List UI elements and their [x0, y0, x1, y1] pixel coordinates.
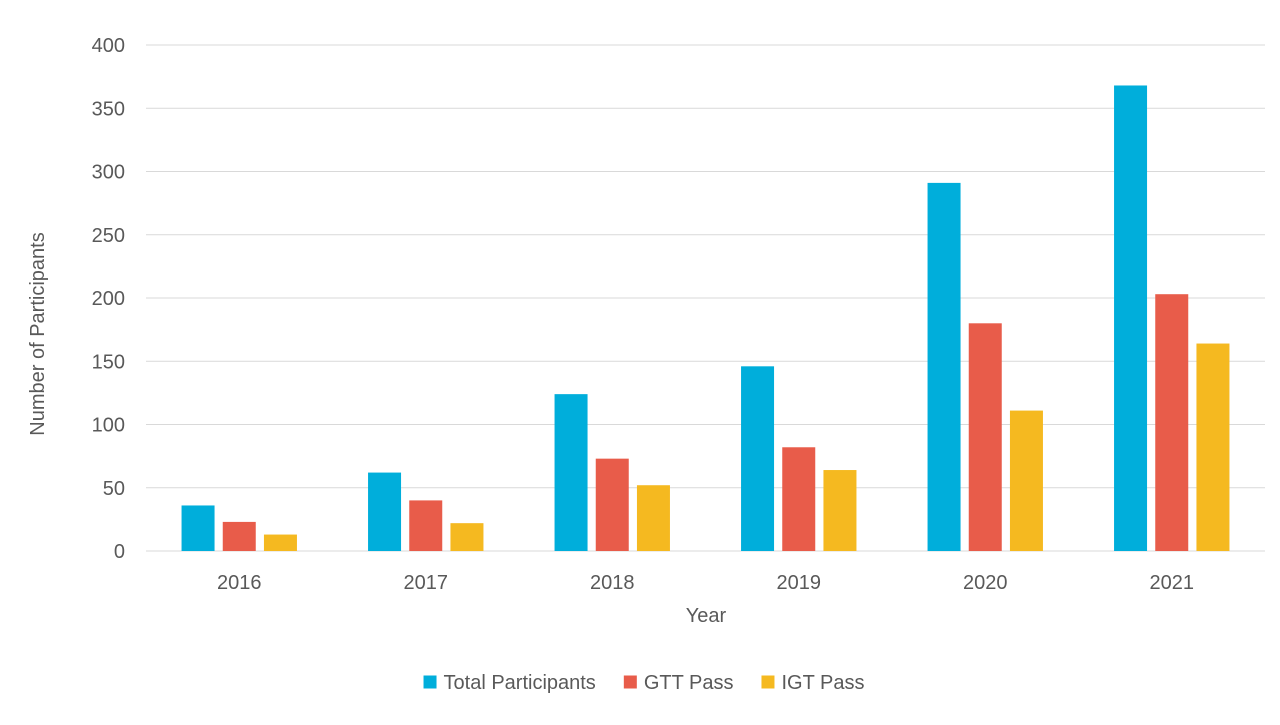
x-tick-label: 2020 — [963, 572, 1008, 594]
x-tick-label: 2019 — [777, 572, 822, 594]
legend-swatch-igt-pass — [761, 675, 775, 689]
legend-label-gtt-pass: GTT Pass — [644, 672, 734, 694]
y-axis-ticks: 0 50 100 150 200 250 300 350 400 — [92, 35, 125, 563]
bar-total-participants-2019 — [741, 366, 775, 551]
bar-igt-pass-2021 — [1196, 343, 1230, 551]
legend-label-total-participants: Total Participants — [444, 672, 596, 694]
bar-igt-pass-2017 — [450, 523, 484, 551]
y-tick-label: 150 — [92, 351, 125, 373]
bar-gtt-pass-2020 — [968, 323, 1002, 551]
gridlines — [146, 44, 1265, 552]
legend: Total Participants GTT Pass IGT Pass — [423, 672, 864, 694]
y-tick-label: 50 — [103, 478, 125, 500]
bar-total-participants-2021 — [1114, 85, 1148, 551]
bar-gtt-pass-2016 — [222, 521, 256, 551]
x-tick-label: 2021 — [1150, 572, 1195, 594]
y-tick-label: 250 — [92, 225, 125, 247]
x-tick-label: 2018 — [590, 572, 635, 594]
bar-igt-pass-2018 — [636, 485, 670, 551]
bar-igt-pass-2019 — [823, 470, 857, 551]
x-tick-label: 2016 — [217, 572, 262, 594]
x-axis-title: Year — [686, 605, 727, 627]
bar-gtt-pass-2019 — [782, 447, 816, 551]
y-tick-label: 350 — [92, 98, 125, 120]
bar-gtt-pass-2017 — [409, 500, 443, 551]
bar-total-participants-2020 — [927, 182, 961, 551]
y-tick-label: 300 — [92, 162, 125, 184]
bars — [181, 85, 1230, 551]
bar-igt-pass-2016 — [263, 534, 297, 551]
bar-total-participants-2018 — [554, 394, 588, 551]
y-tick-label: 100 — [92, 415, 125, 437]
y-tick-label: 200 — [92, 288, 125, 310]
y-tick-label: 0 — [114, 541, 125, 563]
legend-swatch-gtt-pass — [623, 675, 637, 689]
legend-swatch-total-participants — [423, 675, 437, 689]
x-tick-label: 2017 — [404, 572, 449, 594]
legend-label-igt-pass: IGT Pass — [781, 672, 864, 694]
bar-gtt-pass-2021 — [1155, 294, 1189, 551]
y-tick-label: 400 — [92, 35, 125, 57]
bar-gtt-pass-2018 — [595, 458, 629, 551]
x-axis-ticks: 2016 2017 2018 2019 2020 2021 — [217, 572, 1194, 594]
bar-total-participants-2017 — [368, 472, 402, 551]
bar-igt-pass-2020 — [1009, 410, 1043, 551]
y-axis-title: Number of Participants — [27, 232, 49, 435]
bar-total-participants-2016 — [181, 505, 215, 551]
